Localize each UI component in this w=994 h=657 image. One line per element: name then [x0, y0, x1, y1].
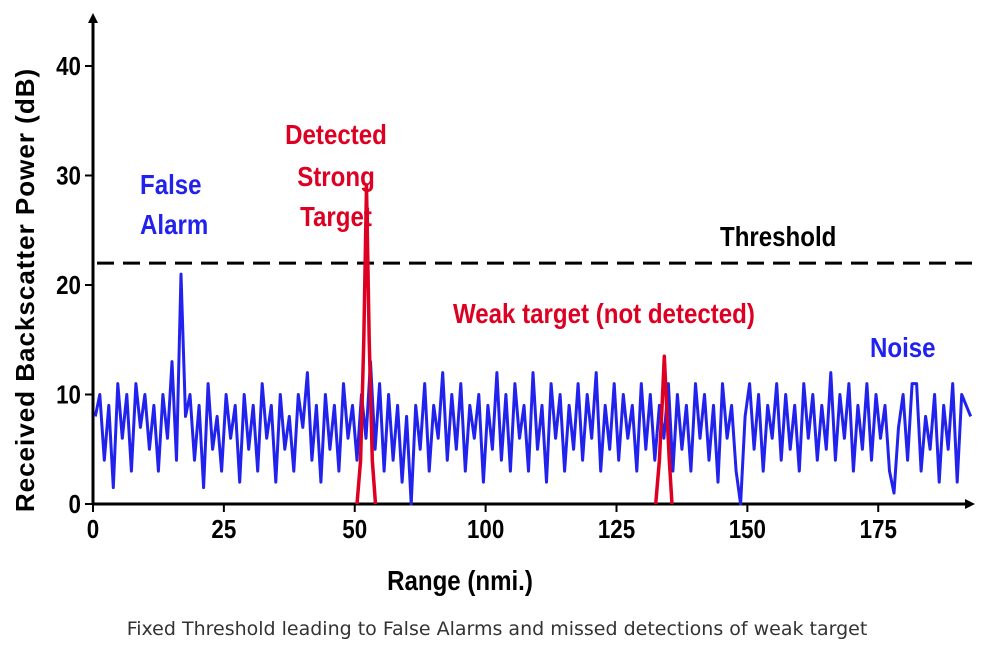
weak-target-label: Weak target (not detected)	[453, 297, 755, 329]
x-ticks: 0 25 50 100 125 150 175	[87, 504, 897, 544]
y-ticks: 0 10 20 30 40	[56, 52, 93, 519]
x-tick-label: 150	[729, 515, 766, 544]
noise-label: Noise	[870, 331, 936, 363]
x-tick-label: 25	[211, 515, 236, 544]
strong-target-line	[355, 184, 378, 505]
x-tick-label: 175	[860, 515, 897, 544]
x-tick-label: 50	[342, 515, 367, 544]
y-axis-title: Received Backscatter Power (dB)	[10, 68, 40, 512]
x-tick-label: 125	[598, 515, 635, 544]
figure-caption: Fixed Threshold leading to False Alarms …	[126, 618, 868, 640]
threshold-label: Threshold	[720, 220, 836, 252]
series-group	[93, 184, 973, 506]
y-tick-label: 20	[56, 271, 81, 300]
chart-svg: 0 10 20 30 40 0 25 50 100 125 150 175 Threshold Fa…	[10, 13, 978, 596]
strong-target-label-line1: Detected	[285, 118, 387, 150]
y-tick-label: 0	[69, 490, 81, 519]
strong-target-label-line3: Target	[300, 200, 372, 232]
weak-target-line	[653, 354, 674, 505]
false-alarm-label-line1: False	[140, 168, 202, 200]
y-tick-label: 30	[56, 162, 81, 191]
strong-target-label-line2: Strong	[297, 160, 375, 192]
x-axis-title: Range (nmi.)	[387, 564, 533, 596]
false-alarm-label-line2: Alarm	[140, 208, 208, 240]
x-tick-label: 0	[87, 515, 99, 544]
x-tick-label: 100	[467, 515, 504, 544]
y-tick-label: 40	[56, 52, 81, 81]
noise-series-line	[93, 272, 973, 506]
y-tick-label: 10	[56, 381, 81, 410]
